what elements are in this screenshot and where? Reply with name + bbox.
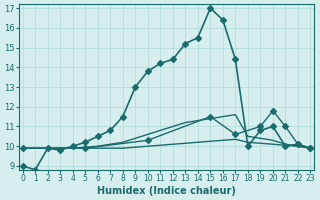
X-axis label: Humidex (Indice chaleur): Humidex (Indice chaleur) — [97, 186, 236, 196]
